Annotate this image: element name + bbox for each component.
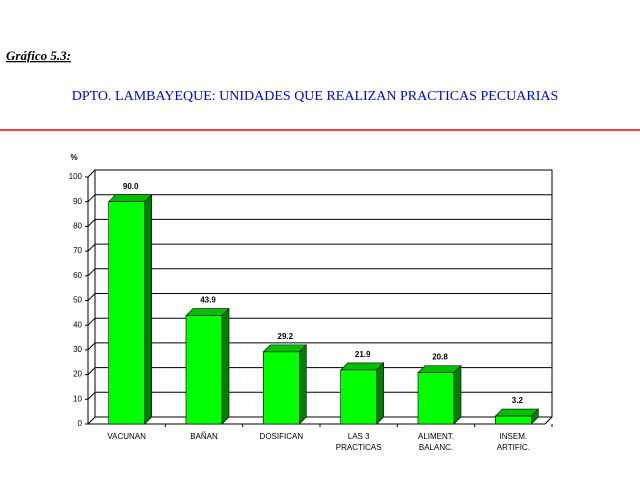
floor-edge bbox=[544, 416, 553, 425]
x-tick-label: ALIMENT. BALANC. bbox=[418, 432, 454, 452]
grid-depth bbox=[87, 293, 96, 301]
value-label: 43.9 bbox=[200, 296, 216, 305]
grid-depth bbox=[87, 169, 96, 178]
value-label: 21.9 bbox=[355, 350, 371, 359]
x-tick-label-line: ALIMENT. bbox=[418, 432, 454, 441]
chart-title: DPTO. LAMBAYEQUE: UNIDADES QUE REALIZAN … bbox=[72, 89, 559, 104]
x-tick-label: INSEM. ARTIFIC. bbox=[497, 432, 530, 452]
grid-depth bbox=[87, 367, 96, 375]
bar-top bbox=[185, 308, 230, 316]
bar bbox=[263, 351, 300, 425]
bar-side bbox=[376, 362, 384, 425]
y-axis-label: % bbox=[70, 153, 77, 162]
bar-top bbox=[107, 194, 153, 202]
x-tick-label-line: BAÑAN bbox=[190, 432, 218, 441]
grid-depth bbox=[87, 194, 96, 203]
bar bbox=[185, 315, 223, 425]
x-tick-label-line: VACUNAN bbox=[107, 432, 146, 441]
y-tick-label: 90 bbox=[73, 197, 82, 206]
grid-depth bbox=[87, 219, 96, 227]
bar-side bbox=[221, 307, 230, 425]
value-label: 20.8 bbox=[432, 353, 448, 362]
x-tick-label: LAS 3 PRACTICAS bbox=[336, 432, 382, 452]
y-tick-label: 80 bbox=[73, 222, 82, 231]
y-tick-label: 100 bbox=[69, 172, 83, 181]
bar bbox=[417, 372, 455, 425]
bar bbox=[495, 415, 532, 425]
bar-side bbox=[453, 364, 462, 425]
value-label: 3.2 bbox=[512, 396, 524, 405]
y-tick-label: 70 bbox=[73, 246, 82, 255]
grid-depth bbox=[87, 268, 96, 277]
x-tick-label-line: PRACTICAS bbox=[336, 443, 382, 452]
figure-label: Gráfico 5.3: bbox=[6, 48, 71, 63]
bar-top bbox=[417, 365, 462, 373]
y-tick-label: 0 bbox=[78, 419, 83, 428]
y-tick-label: 40 bbox=[73, 320, 82, 329]
grid-depth bbox=[87, 391, 96, 400]
value-label: 90.0 bbox=[123, 182, 139, 191]
value-label: 29.2 bbox=[278, 332, 294, 341]
grid-depth bbox=[87, 243, 96, 252]
x-tick-label-line: DOSIFICAN bbox=[260, 432, 304, 441]
x-tick-label-line: INSEM. bbox=[500, 432, 528, 441]
y-tick-label: 10 bbox=[73, 394, 82, 403]
x-tick-label-line: LAS 3 bbox=[348, 432, 370, 441]
bar-top bbox=[339, 362, 385, 371]
grid-depth bbox=[87, 317, 96, 326]
y-tick-label: 60 bbox=[73, 271, 82, 280]
grid-depth bbox=[87, 342, 96, 351]
bar-top bbox=[262, 344, 308, 353]
y-tick-label: 50 bbox=[73, 296, 82, 305]
x-tick-label: DOSIFICAN bbox=[260, 432, 304, 441]
x-tick-label: BAÑAN bbox=[190, 432, 218, 441]
bar bbox=[108, 201, 145, 425]
x-tick-label-line: ARTIFIC. bbox=[497, 443, 530, 452]
bar bbox=[340, 369, 377, 425]
bar-side bbox=[144, 193, 152, 425]
x-tick-label-line: BALANC. bbox=[419, 443, 453, 452]
bar-top bbox=[494, 408, 540, 417]
bar-side bbox=[299, 344, 307, 425]
x-tick-label: VACUNAN bbox=[107, 432, 146, 441]
y-tick-label: 20 bbox=[73, 370, 82, 379]
grid-depth bbox=[87, 416, 96, 425]
y-tick-label: 30 bbox=[73, 345, 82, 354]
